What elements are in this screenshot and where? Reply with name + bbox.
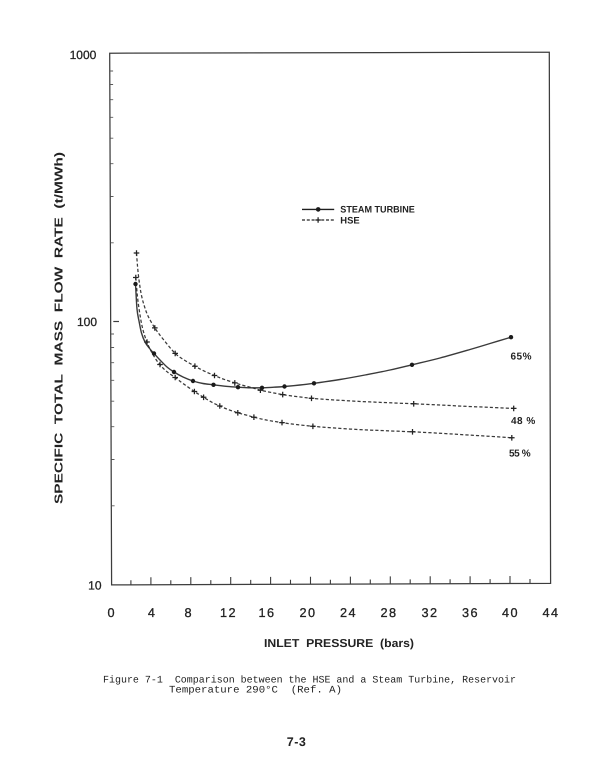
svg-text:HSE: HSE [340, 215, 359, 226]
svg-text:8: 8 [184, 606, 191, 620]
svg-text:1000: 1000 [70, 48, 97, 62]
svg-text:7-3: 7-3 [287, 735, 307, 749]
svg-text:Temperature 290°C (Ref. A): Temperature 290°C (Ref. A) [169, 685, 342, 697]
svg-text:16: 16 [259, 606, 276, 620]
svg-text:55 %: 55 % [509, 449, 531, 460]
svg-text:20: 20 [300, 606, 317, 620]
svg-text:SPECIFIC TOTAL MASS FLOW R: SPECIFIC TOTAL MASS FLOW RATE (t/MWh) [54, 152, 66, 504]
svg-text:44: 44 [543, 606, 560, 620]
svg-text:40: 40 [502, 606, 519, 620]
svg-text:STEAM TURBINE: STEAM TURBINE [340, 204, 415, 215]
svg-text:32: 32 [422, 606, 439, 620]
svg-text:28: 28 [381, 606, 398, 620]
svg-text:100: 100 [77, 315, 97, 329]
svg-text:Figure 7-1 Comparison between: Figure 7-1 Comparison between the HSE an… [103, 675, 516, 687]
svg-text:0: 0 [107, 606, 114, 620]
svg-text:36: 36 [462, 606, 479, 620]
svg-text:12: 12 [220, 606, 237, 620]
svg-text:4: 4 [148, 606, 155, 620]
svg-text:65%: 65% [511, 352, 532, 363]
svg-text:24: 24 [340, 606, 357, 620]
svg-text:48 %: 48 % [511, 416, 535, 427]
svg-text:INLET PRESSURE (bars): INLET PRESSURE (bars) [264, 638, 414, 650]
svg-text:10: 10 [88, 579, 102, 593]
